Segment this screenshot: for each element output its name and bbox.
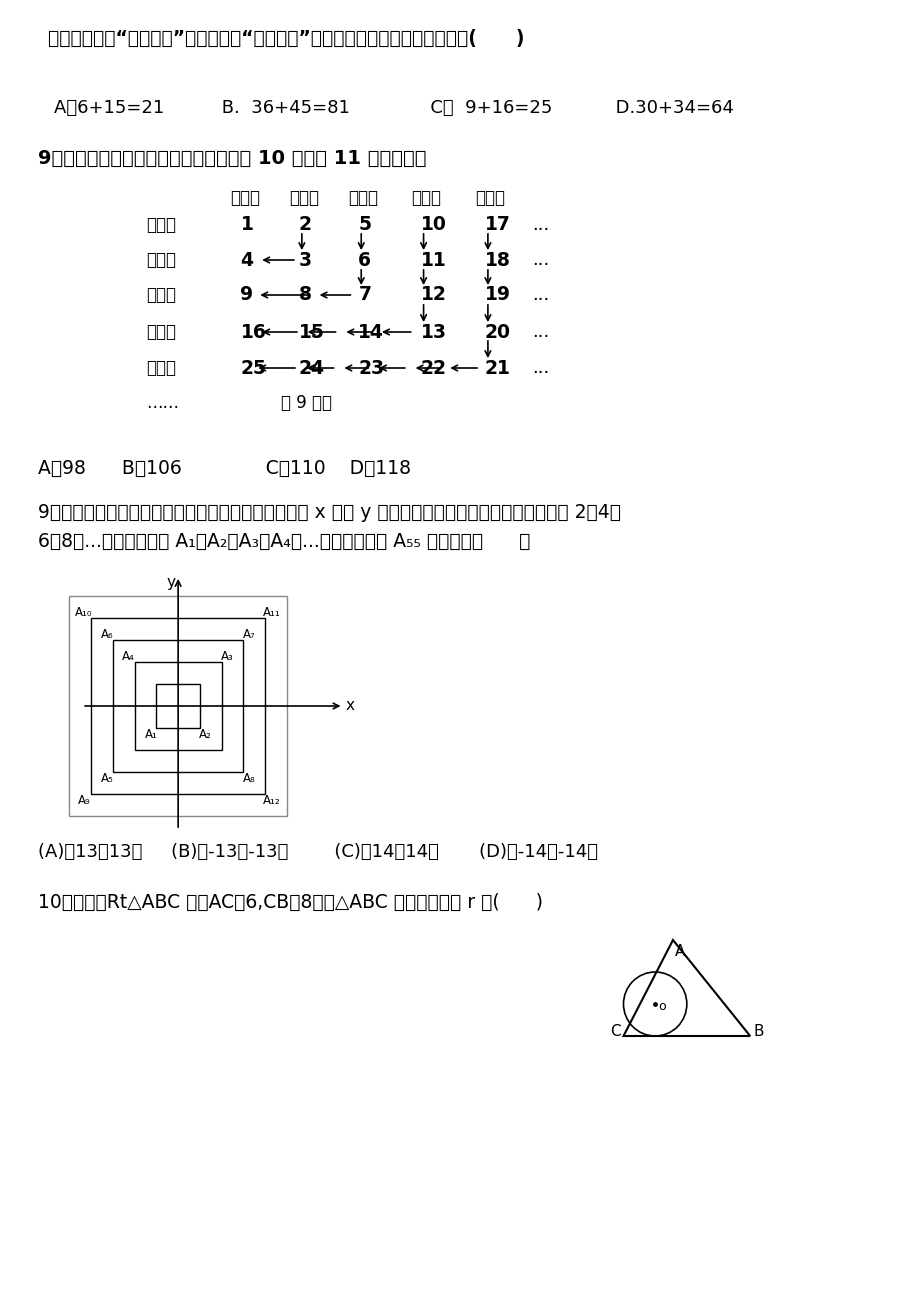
Text: ...: ... [532,286,549,303]
Text: 14: 14 [357,323,384,341]
Text: 第四行: 第四行 [146,323,176,341]
Text: A₆: A₆ [100,629,113,642]
Text: A₉: A₉ [78,793,90,806]
Text: A₄: A₄ [122,650,135,663]
Text: (A)（13，13）     (B)（-13，-13）        (C)（14，14）       (D)（-14，-14）: (A)（13，13） (B)（-13，-13） (C)（14，14） (D)（-… [38,842,597,861]
Text: 第一列: 第一列 [231,189,260,207]
Text: 第三行: 第三行 [146,286,176,303]
Text: 2: 2 [299,216,312,234]
Bar [91,618,265,794]
Bar [69,596,287,816]
Text: 12: 12 [420,285,446,305]
Text: ……: …… [146,395,179,411]
Text: 20: 20 [484,323,510,341]
Text: ...: ... [532,251,549,270]
Text: 第三列: 第三列 [348,189,378,207]
Text: 23: 23 [357,358,384,378]
Text: 11: 11 [420,250,446,270]
Text: 18: 18 [484,250,510,270]
Text: 即两个相邻的“三角形数”的和为一个“正方形数”，则下列等式符合以上规律的是(      ): 即两个相邻的“三角形数”的和为一个“正方形数”，则下列等式符合以上规律的是( ) [48,29,524,47]
Text: 21: 21 [484,358,510,378]
Text: ...: ... [532,216,549,234]
Text: A₁₁: A₁₁ [263,607,280,620]
Text: A₁₀: A₁₀ [75,607,93,620]
Text: o: o [657,1000,665,1013]
Text: 9: 9 [240,285,254,305]
Text: 第四列: 第四列 [410,189,440,207]
Text: 第 9 题图: 第 9 题图 [281,395,332,411]
Text: 第五行: 第五行 [146,359,176,378]
Bar [134,661,221,750]
Text: A₃: A₃ [221,650,233,663]
Text: A₁: A₁ [145,728,158,741]
Text: y: y [166,574,176,590]
Text: 1: 1 [240,216,253,234]
Text: 5: 5 [357,216,371,234]
Text: 25: 25 [240,358,267,378]
Text: A₈: A₈ [243,772,255,785]
Text: 第二行: 第二行 [146,251,176,270]
Text: A: A [675,944,685,960]
Text: 17: 17 [484,216,510,234]
Text: 7: 7 [357,285,371,305]
Text: ...: ... [532,359,549,378]
Text: A₇: A₇ [243,629,255,642]
Text: 22: 22 [420,358,446,378]
Text: x: x [345,698,354,713]
Text: B: B [753,1023,763,1039]
Text: 8: 8 [299,285,312,305]
Text: A₅: A₅ [100,772,113,785]
Text: 24: 24 [299,358,324,378]
Text: C: C [609,1023,619,1039]
Text: 19: 19 [484,285,510,305]
Text: ...: ... [532,323,549,341]
Text: 10: 10 [420,216,446,234]
Text: A₂: A₂ [199,728,211,741]
Bar [156,684,199,728]
Text: 13: 13 [420,323,446,341]
Text: 10．如图，Rt△ABC 中，AC＝6,CB＝8，则△ABC 的内切圆半径 r 为(      ): 10．如图，Rt△ABC 中，AC＝6,CB＝8，则△ABC 的内切圆半径 r … [38,892,542,911]
Text: A．98      B．106              C．110    D．118: A．98 B．106 C．110 D．118 [38,458,410,478]
Text: A．6+15=21          B.  36+45=81              C．  9+16=25           D.30+34=64: A．6+15=21 B. 36+45=81 C． 9+16=25 D.30+34… [54,99,733,117]
Text: 16: 16 [240,323,267,341]
Text: 9．正整数按如图所示的规律排列．则第 10 行，第 11 列的数字是: 9．正整数按如图所示的规律排列．则第 10 行，第 11 列的数字是 [38,148,425,168]
Text: 3: 3 [299,250,312,270]
Text: 第五列: 第五列 [474,189,505,207]
Text: 6，8，...，顶点依次用 A₁，A₂，A₃，A₄，...表示，则顶点 A₅₅ 的坐标是（      ）: 6，8，...，顶点依次用 A₁，A₂，A₃，A₄，...表示，则顶点 A₅₅ … [38,531,529,551]
Text: A₁₂: A₁₂ [263,793,280,806]
Text: 9．如图，所有正方形的中心均在坐标原点，且各边与 x 轴或 y 轴平行．从内到外，它们的边长依次为 2，4，: 9．如图，所有正方形的中心均在坐标原点，且各边与 x 轴或 y 轴平行．从内到外… [38,504,620,522]
Bar [113,641,244,772]
Text: 6: 6 [357,250,371,270]
Text: 第一行: 第一行 [146,216,176,234]
Text: 4: 4 [240,250,254,270]
Text: 15: 15 [299,323,324,341]
Text: 第二列: 第二列 [289,189,319,207]
